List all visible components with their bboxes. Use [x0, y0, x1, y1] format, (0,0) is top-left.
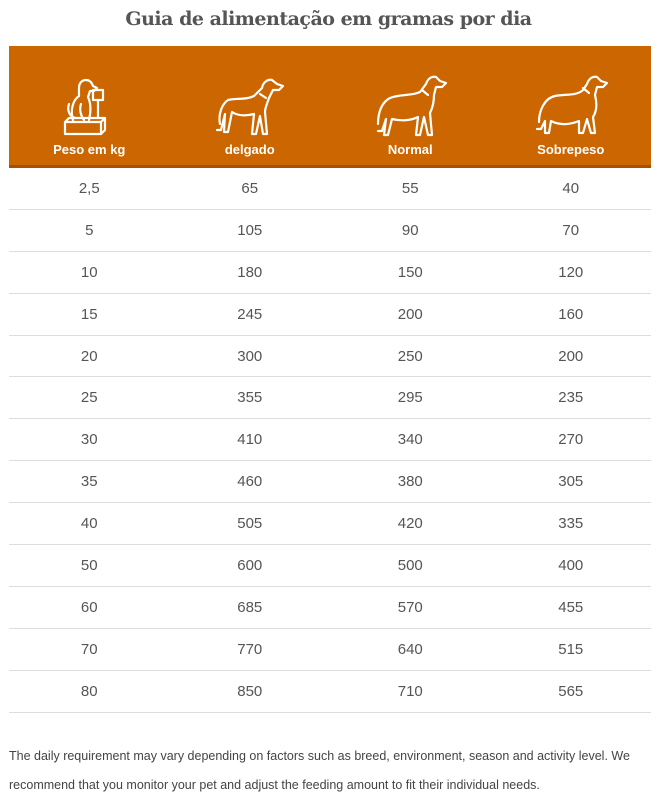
- cell-normal: 295: [397, 389, 423, 407]
- cell-thin: 685: [237, 598, 263, 616]
- cell-overweight: 515: [558, 640, 584, 658]
- cell-normal: 90: [401, 221, 419, 239]
- cell-weight: 35: [80, 473, 98, 491]
- table-row: 15 245 200 160: [9, 294, 651, 336]
- cell-weight: 40: [80, 515, 98, 533]
- table-row: 50 600 500 400: [9, 545, 651, 587]
- table-row: 70 770 640 515: [9, 629, 651, 671]
- cell-overweight: 120: [558, 263, 584, 281]
- cell-weight: 30: [80, 431, 98, 449]
- cell-weight: 10: [80, 263, 98, 281]
- cell-weight: 5: [85, 221, 94, 239]
- dog-on-scale-icon: [64, 78, 107, 136]
- table-row: 10 180 150 120: [9, 252, 651, 294]
- header-label-thin: delgado: [224, 142, 275, 157]
- cell-normal: 640: [397, 640, 423, 658]
- table-row: 5 105 90 70: [9, 210, 651, 252]
- cell-overweight: 335: [558, 515, 584, 533]
- table-row: 40 505 420 335: [9, 503, 651, 546]
- cell-normal: 200: [397, 305, 423, 323]
- cell-weight: 25: [80, 389, 98, 407]
- cell-overweight: 270: [558, 431, 584, 449]
- cell-overweight: 565: [558, 682, 584, 700]
- cell-overweight: 160: [558, 305, 584, 323]
- header-normal: Normal: [330, 46, 491, 165]
- cell-thin: 65: [241, 180, 259, 197]
- cell-normal: 570: [397, 598, 423, 616]
- normal-dog-icon: [377, 75, 448, 137]
- cell-normal: 250: [397, 347, 423, 365]
- table-row: 80 850 710 565: [9, 671, 651, 713]
- header-thin: delgado: [170, 46, 331, 165]
- header-label-normal: Normal: [387, 142, 433, 157]
- cell-weight: 15: [80, 305, 98, 323]
- cell-normal: 420: [397, 515, 423, 533]
- thin-dog-icon: [215, 78, 284, 136]
- cell-thin: 180: [237, 263, 263, 281]
- cell-weight: 80: [80, 682, 98, 700]
- cell-weight: 60: [80, 598, 98, 616]
- cell-thin: 850: [237, 682, 263, 700]
- cell-overweight: 400: [558, 557, 584, 575]
- cell-normal: 380: [397, 473, 423, 491]
- cell-normal: 150: [397, 263, 423, 281]
- cell-overweight: 200: [558, 347, 584, 365]
- table-row: 20 300 250 200: [9, 336, 651, 378]
- cell-overweight: 40: [562, 180, 580, 197]
- cell-normal: 710: [397, 682, 423, 700]
- table-header: Peso em kg delgado Normal Sobrepeso: [9, 46, 651, 168]
- cell-weight: 70: [80, 640, 98, 658]
- cell-weight: 50: [80, 557, 98, 575]
- cell-thin: 410: [237, 431, 263, 449]
- cell-weight: 2,5: [78, 180, 100, 197]
- cell-overweight: 455: [558, 598, 584, 616]
- cell-normal: 340: [397, 431, 423, 449]
- cell-thin: 600: [237, 557, 263, 575]
- cell-overweight: 70: [562, 221, 580, 239]
- feeding-note: The daily requirement may vary depending…: [9, 749, 630, 792]
- cell-thin: 245: [237, 305, 263, 323]
- overweight-dog-icon: [535, 75, 608, 135]
- cell-normal: 55: [401, 180, 419, 197]
- table-row: 30 410 340 270: [9, 419, 651, 462]
- header-label-weight: Peso em kg: [53, 142, 126, 157]
- cell-thin: 355: [237, 389, 263, 407]
- cell-normal: 500: [397, 557, 423, 575]
- cell-thin: 770: [237, 640, 263, 658]
- table-row: 25 355 295 235: [9, 377, 651, 420]
- header-label-overweight: Sobrepeso: [537, 142, 605, 157]
- cell-overweight: 235: [558, 389, 584, 407]
- header-overweight: Sobrepeso: [491, 46, 652, 165]
- table-row: 35 460 380 305: [9, 461, 651, 504]
- cell-thin: 460: [237, 473, 263, 491]
- cell-thin: 300: [237, 347, 263, 365]
- feeding-table-body: 2,5 65 55 40 5 105 90 70 10 180 150 120 15 245 200 160 2…: [9, 168, 651, 713]
- page-title: Guia de alimentação em gramas por dia: [125, 8, 532, 30]
- table-row: 2,5 65 55 40: [9, 168, 651, 210]
- cell-thin: 505: [237, 515, 263, 533]
- cell-thin: 105: [237, 221, 263, 239]
- header-weight: Peso em kg: [9, 46, 170, 165]
- cell-weight: 20: [80, 347, 98, 365]
- table-row: 60 685 570 455: [9, 587, 651, 629]
- cell-overweight: 305: [558, 473, 584, 491]
